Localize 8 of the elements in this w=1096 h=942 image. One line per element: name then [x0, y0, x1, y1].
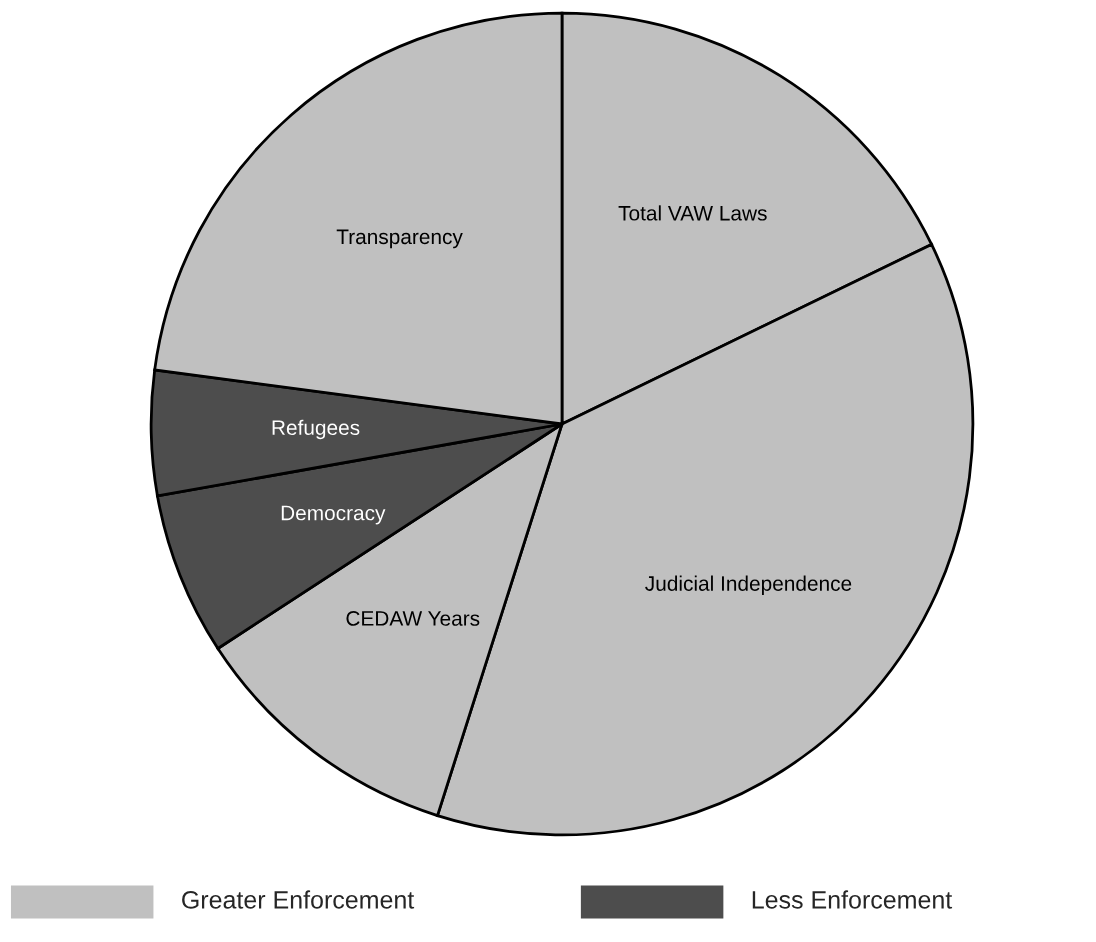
slice-label: Judicial Independence [645, 575, 852, 595]
slice-label: CEDAW Years [346, 611, 480, 626]
slice-label: Refugees [272, 419, 360, 440]
text: Greater Enforcement [182, 890, 415, 909]
slice-label: Democracy [281, 505, 386, 525]
slice-label: Transparency [336, 229, 463, 249]
text: Less Enforcement [752, 890, 953, 909]
slice-label: Total VAW Laws [618, 205, 767, 221]
